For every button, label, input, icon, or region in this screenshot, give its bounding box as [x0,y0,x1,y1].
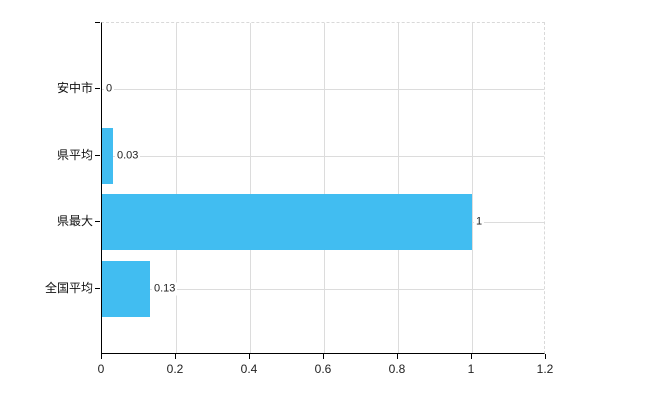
bar-value-label: 0.13 [152,282,178,296]
horizontal-gridline [102,289,544,290]
y-axis-tick [95,288,100,289]
x-axis-tick [249,354,250,359]
bar [102,261,150,317]
bar-value-label: 0 [104,82,115,96]
x-axis-tick [545,354,546,359]
vertical-gridline [250,23,251,353]
bar [102,128,113,184]
y-axis-tick [95,88,100,89]
vertical-gridline [324,23,325,353]
category-label: 安中市 [56,81,93,95]
x-tick-label: 0 [97,362,105,376]
y-axis-tick [95,221,100,222]
y-axis-tick [95,22,100,23]
x-tick-label: 1.2 [536,362,554,376]
vertical-gridline [398,23,399,353]
vertical-gridline [176,23,177,353]
category-label: 全国平均 [44,281,93,295]
category-label: 県最大 [56,214,93,228]
x-axis-tick [323,354,324,359]
horizontal-gridline [102,89,544,90]
vertical-gridline [472,23,473,353]
bar [102,194,472,250]
x-tick-label: 0.6 [314,362,332,376]
bar-value-label: 1 [474,215,485,229]
x-axis-tick [175,354,176,359]
x-tick-label: 1 [467,362,475,376]
x-axis-tick [101,354,102,359]
x-tick-label: 0.8 [388,362,406,376]
y-axis-tick [95,155,100,156]
x-tick-label: 0.2 [166,362,184,376]
horizontal-gridline [102,156,544,157]
x-tick-label: 0.4 [240,362,258,376]
x-axis-tick [471,354,472,359]
plot-area: 0 0.03 1 0.13 [101,22,545,354]
bar-value-label: 0.03 [115,149,141,163]
category-label: 県平均 [56,148,93,162]
x-axis-tick [397,354,398,359]
